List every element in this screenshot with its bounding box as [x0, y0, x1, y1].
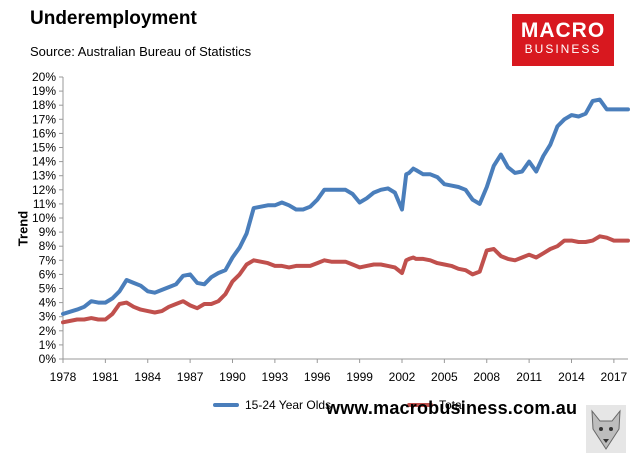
x-tick-label: 1999	[346, 370, 373, 384]
series-line-total	[61, 234, 630, 325]
y-tick-label: 5%	[39, 282, 57, 296]
y-tick-label: 13%	[32, 169, 56, 183]
x-tick-label: 1981	[92, 370, 119, 384]
y-tick-label: 8%	[39, 239, 57, 253]
y-tick-label: 7%	[39, 253, 57, 267]
legend-swatch-total	[407, 403, 433, 407]
macrobusiness-logo[interactable]: MACRO BUSINESS	[512, 14, 614, 66]
y-tick-label: 18%	[32, 98, 56, 112]
x-tick-label: 2011	[516, 370, 542, 384]
y-tick-label: 15%	[32, 141, 56, 155]
x-tick-label: 2014	[558, 370, 585, 384]
logo-line-2: BUSINESS	[524, 42, 602, 56]
x-tick-label: 1996	[304, 370, 331, 384]
legend-swatch-youth	[213, 403, 239, 407]
series-line-15-24-year-olds	[61, 97, 630, 316]
x-tick-label: 1987	[177, 370, 204, 384]
legend-label-youth: 15-24 Year Olds	[245, 398, 332, 412]
x-tick-label: 1993	[262, 370, 289, 384]
x-tick-label: 2002	[389, 370, 416, 384]
y-tick-label: 3%	[39, 310, 57, 324]
y-tick-label: 14%	[32, 155, 56, 169]
logo-line-1: MACRO	[520, 19, 606, 42]
x-tick-label: 2005	[431, 370, 458, 384]
chart-source: Source: Australian Bureau of Statistics	[30, 44, 252, 59]
y-tick-label: 6%	[39, 267, 57, 281]
x-tick-label: 1978	[50, 370, 77, 384]
website-url[interactable]: www.macrobusiness.com.au	[326, 398, 578, 418]
y-tick-label: 19%	[32, 84, 56, 98]
legend-item-total: Total	[407, 398, 464, 412]
wolf-logo-icon	[586, 405, 626, 453]
y-tick-label: 16%	[32, 126, 56, 140]
y-tick-label: 10%	[32, 211, 56, 225]
y-tick-label: 11%	[33, 197, 56, 211]
legend-label-total: Total	[439, 398, 465, 412]
x-tick-label: 2008	[473, 370, 500, 384]
y-tick-label: 9%	[39, 225, 57, 239]
y-tick-label: 17%	[32, 112, 56, 126]
y-tick-label: 4%	[39, 296, 57, 310]
x-tick-label: 1984	[134, 370, 161, 384]
y-tick-label: 1%	[39, 338, 57, 352]
y-tick-label: 2%	[39, 324, 57, 338]
legend-item-youth: 15-24 Year Olds	[213, 398, 331, 412]
chart-title: Underemployment	[30, 8, 197, 29]
x-tick-label: 1990	[219, 370, 246, 384]
x-tick-label: 2017	[601, 370, 628, 384]
y-tick-label: 0%	[39, 352, 57, 366]
y-tick-label: 12%	[32, 183, 56, 197]
y-tick-label: 20%	[32, 70, 56, 84]
